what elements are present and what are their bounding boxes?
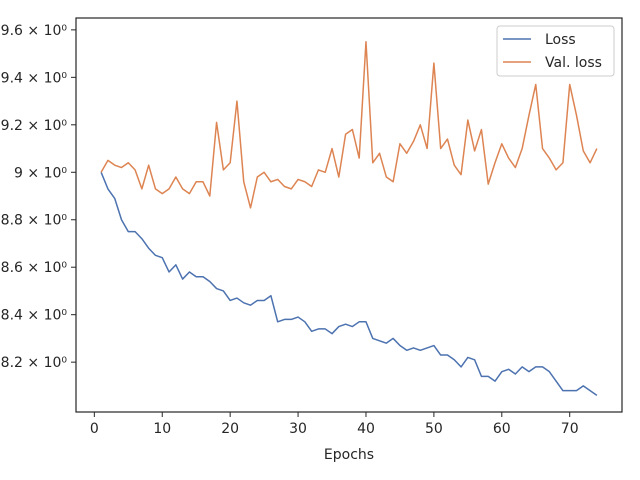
- y-tick-label: 8.2 × 10⁰: [1, 355, 68, 371]
- y-tick-label: 8.8 × 10⁰: [1, 213, 68, 229]
- y-tick-label: 9 × 10⁰: [14, 165, 67, 181]
- series-line-0: [100, 171, 598, 397]
- x-tick-label: 60: [493, 421, 511, 437]
- series-line-1: [100, 40, 598, 209]
- x-tick-label: 20: [221, 421, 239, 437]
- x-tick-label: 0: [90, 421, 99, 437]
- y-axis-ticks: 8.2 × 10⁰ 8.4 × 10⁰ 8.6 × 10⁰ 8.8 × 10⁰ 9 × …: [1, 23, 76, 371]
- y-tick-label: 8.4 × 10⁰: [1, 308, 68, 324]
- x-tick-label: 40: [357, 421, 375, 437]
- plot-frame: [75, 17, 623, 413]
- x-axis-label: Epochs: [324, 447, 374, 463]
- legend: Loss Val. loss: [496, 25, 615, 77]
- x-axis-ticks: 0 10 20 30 40 50 60 70: [90, 412, 579, 437]
- legend-label-0: Loss: [545, 32, 576, 48]
- y-tick-label: 8.6 × 10⁰: [1, 260, 68, 276]
- y-tick-label: 9.6 × 10⁰: [1, 23, 68, 39]
- x-tick-label: 50: [425, 421, 443, 437]
- legend-label-1: Val. loss: [545, 55, 602, 71]
- x-tick-label: 30: [289, 421, 307, 437]
- y-tick-label: 9.4 × 10⁰: [1, 70, 68, 86]
- x-tick-label: 70: [561, 421, 579, 437]
- y-tick-label: 9.2 × 10⁰: [1, 118, 68, 134]
- plot-marks: [100, 40, 598, 397]
- x-tick-label: 10: [153, 421, 171, 437]
